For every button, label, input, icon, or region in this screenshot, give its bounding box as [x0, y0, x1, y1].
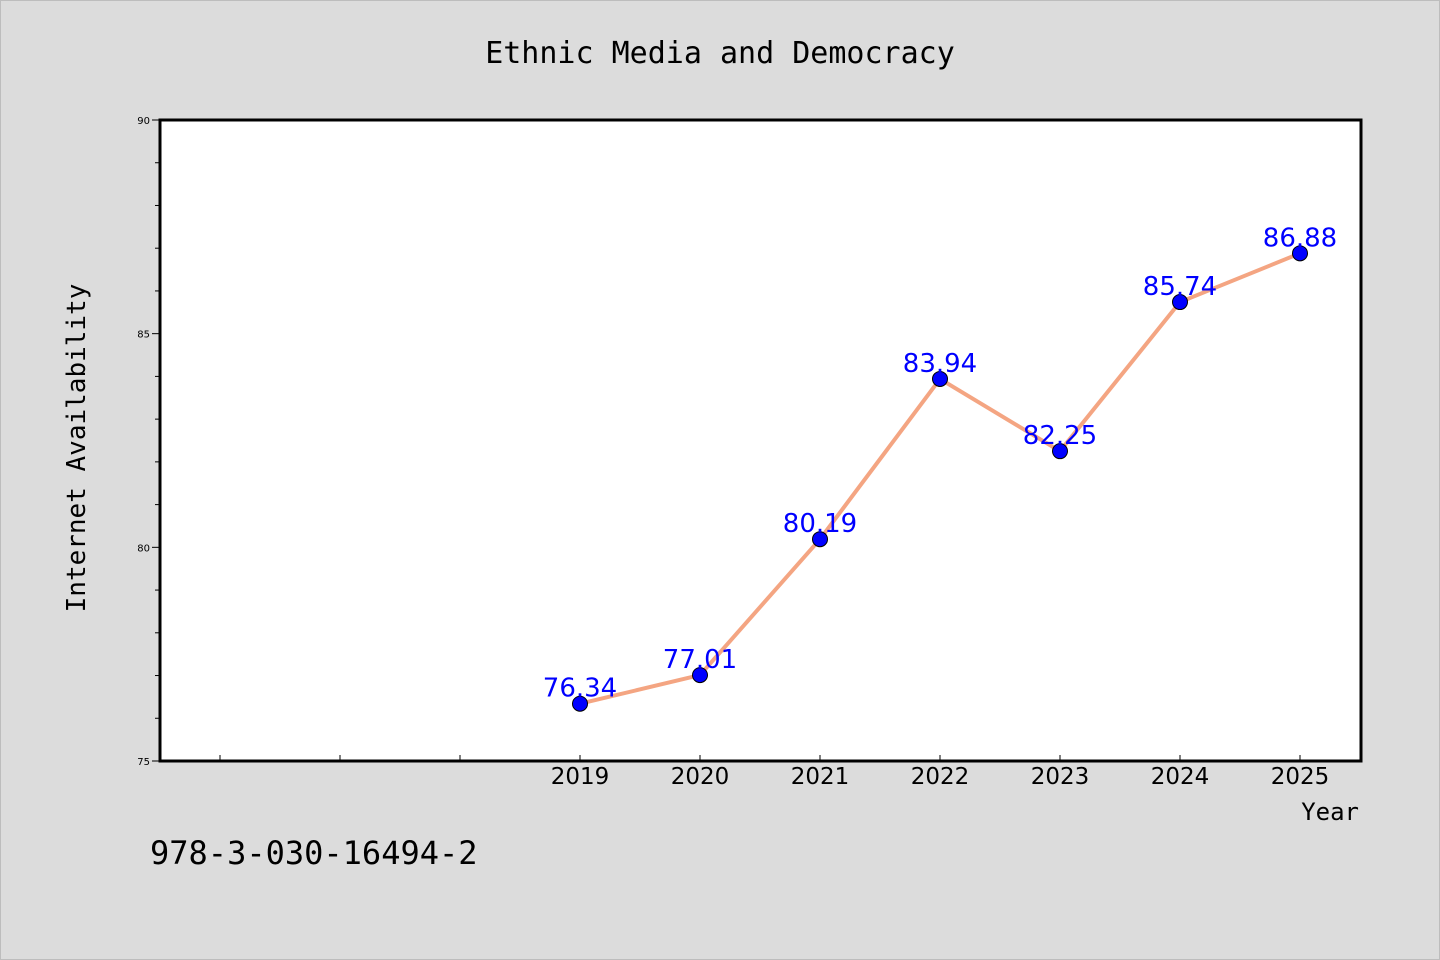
- data-point: [812, 531, 828, 548]
- data-label: 76.34: [543, 674, 617, 704]
- data-label: 80.19: [783, 509, 857, 539]
- x-tick-label: 2019: [551, 764, 610, 790]
- series-layer: 76.34 77.01 80.19 83.94 82.25 85.74 86.88: [543, 223, 1337, 712]
- plot-frame: [158, 118, 1363, 763]
- data-label: 85.74: [1143, 272, 1217, 302]
- data-point: [932, 370, 948, 387]
- x-tick-label: 2020: [671, 764, 730, 790]
- data-label: 86.88: [1263, 223, 1337, 253]
- data-point: [1292, 245, 1308, 262]
- y-axis-label: Internet Availability: [62, 284, 92, 613]
- footnote-isbn: 978-3-030-16494-2: [150, 834, 478, 872]
- chart-title: Ethnic Media and Democracy: [485, 36, 955, 71]
- x-tick-label: 2025: [1271, 764, 1330, 790]
- data-label: 77.01: [663, 645, 737, 675]
- plot-area: [160, 120, 1361, 761]
- y-tick-label: 85: [137, 330, 150, 341]
- x-axis-label: Year: [1301, 798, 1359, 826]
- y-tick-label: 80: [137, 543, 150, 554]
- x-tick-label: 2023: [1031, 764, 1090, 790]
- data-point: [1052, 443, 1068, 460]
- y-tick-label: 90: [137, 116, 150, 127]
- data-point: [572, 695, 588, 712]
- x-tick-label: 2022: [911, 764, 970, 790]
- data-label: 82.25: [1023, 421, 1097, 451]
- data-point: [692, 667, 708, 684]
- data-label: 83.94: [903, 349, 977, 379]
- data-point: [1172, 294, 1188, 311]
- y-tick-label: 75: [137, 757, 150, 768]
- x-tick-label: 2021: [791, 764, 850, 790]
- x-tick-label: 2024: [1151, 764, 1210, 790]
